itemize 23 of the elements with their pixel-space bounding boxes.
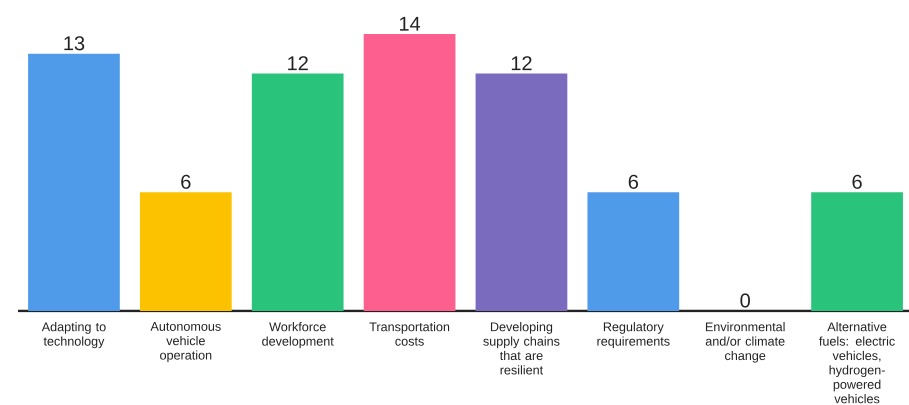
x-tick-label: Adapting to technology [42, 322, 106, 348]
bar [252, 74, 344, 311]
data-label: 6 [181, 174, 191, 189]
x-tick-label: Transportation costs [369, 322, 450, 346]
x-tick-label: Alternative fuels: electric vehicles, hydrogen-powered vehicles [819, 322, 895, 404]
bar [140, 192, 232, 311]
data-label: 6 [852, 174, 862, 189]
bar [364, 34, 456, 311]
x-tick-label: Autonomous vehicle operation [150, 322, 221, 362]
x-tick-label: Environmental and/or climate change [706, 322, 785, 363]
data-label: 13 [64, 36, 84, 50]
data-label: 12 [512, 56, 532, 70]
bar [28, 54, 120, 311]
x-tick-label: Workforce development [262, 322, 334, 348]
data-label: 14 [400, 16, 420, 31]
data-label: 12 [288, 56, 308, 70]
x-tick-label: Regulatory requirements [597, 322, 670, 348]
bar [587, 192, 680, 311]
x-tick-label: Developing supply chains that are resilient [483, 322, 560, 375]
data-label: 0 [740, 293, 750, 308]
bar [476, 74, 568, 311]
data-label: 6 [628, 174, 638, 189]
bar [811, 192, 903, 311]
